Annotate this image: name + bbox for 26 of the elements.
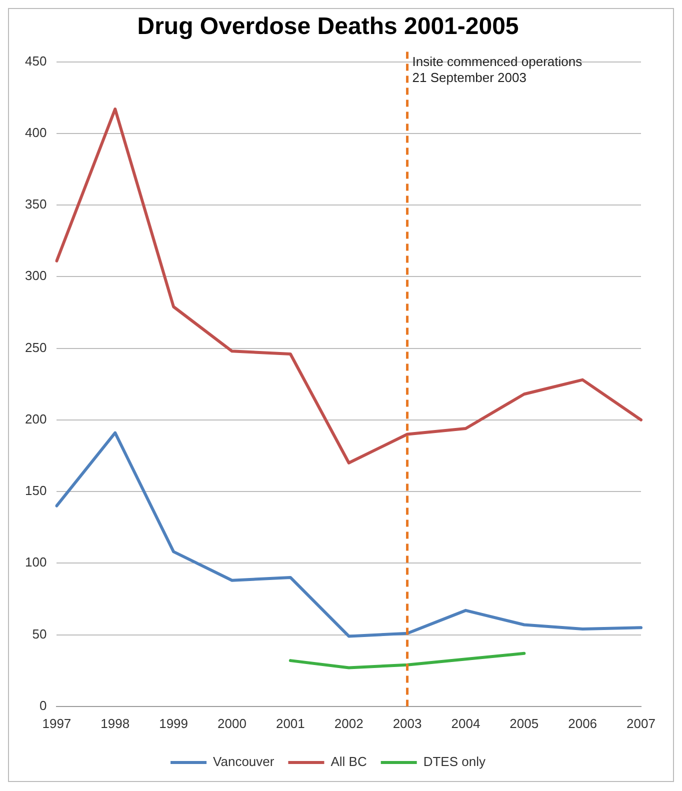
x-tick-label: 2005 [510, 716, 539, 731]
y-tick-label: 450 [24, 53, 47, 68]
x-tick-label: 2003 [392, 716, 422, 731]
y-tick-label: 350 [24, 196, 47, 212]
x-tick-label: 2001 [276, 716, 305, 731]
x-tick-label: 2000 [218, 716, 246, 731]
chart-title: Drug Overdose Deaths 2001-2005 [137, 13, 519, 40]
legend-label: All BC [330, 754, 367, 770]
x-tick-label: 2004 [451, 716, 480, 731]
x-tick-label: 1998 [100, 716, 130, 731]
y-tick-label: 50 [32, 626, 47, 642]
x-tick-label: 2002 [334, 716, 364, 731]
x-tick-label: 1997 [42, 716, 72, 731]
y-tick-label: 200 [24, 411, 47, 426]
y-tick-label: 150 [24, 483, 47, 498]
y-tick-label: 300 [24, 268, 47, 284]
ref-line-label: Insite commenced operations 21 September 2003 [412, 54, 583, 85]
legend-label: DTES only [423, 754, 486, 770]
y-tick-label: 0 [39, 698, 47, 713]
y-tick-label: 100 [24, 554, 47, 570]
x-tick-label: 2006 [568, 716, 598, 731]
legend-label: Vancouver [213, 754, 275, 770]
y-tick-label: 400 [24, 125, 47, 140]
x-tick-label: 2007 [626, 716, 656, 731]
x-tick-label: 1999 [159, 716, 188, 731]
y-tick-label: 250 [24, 340, 47, 355]
